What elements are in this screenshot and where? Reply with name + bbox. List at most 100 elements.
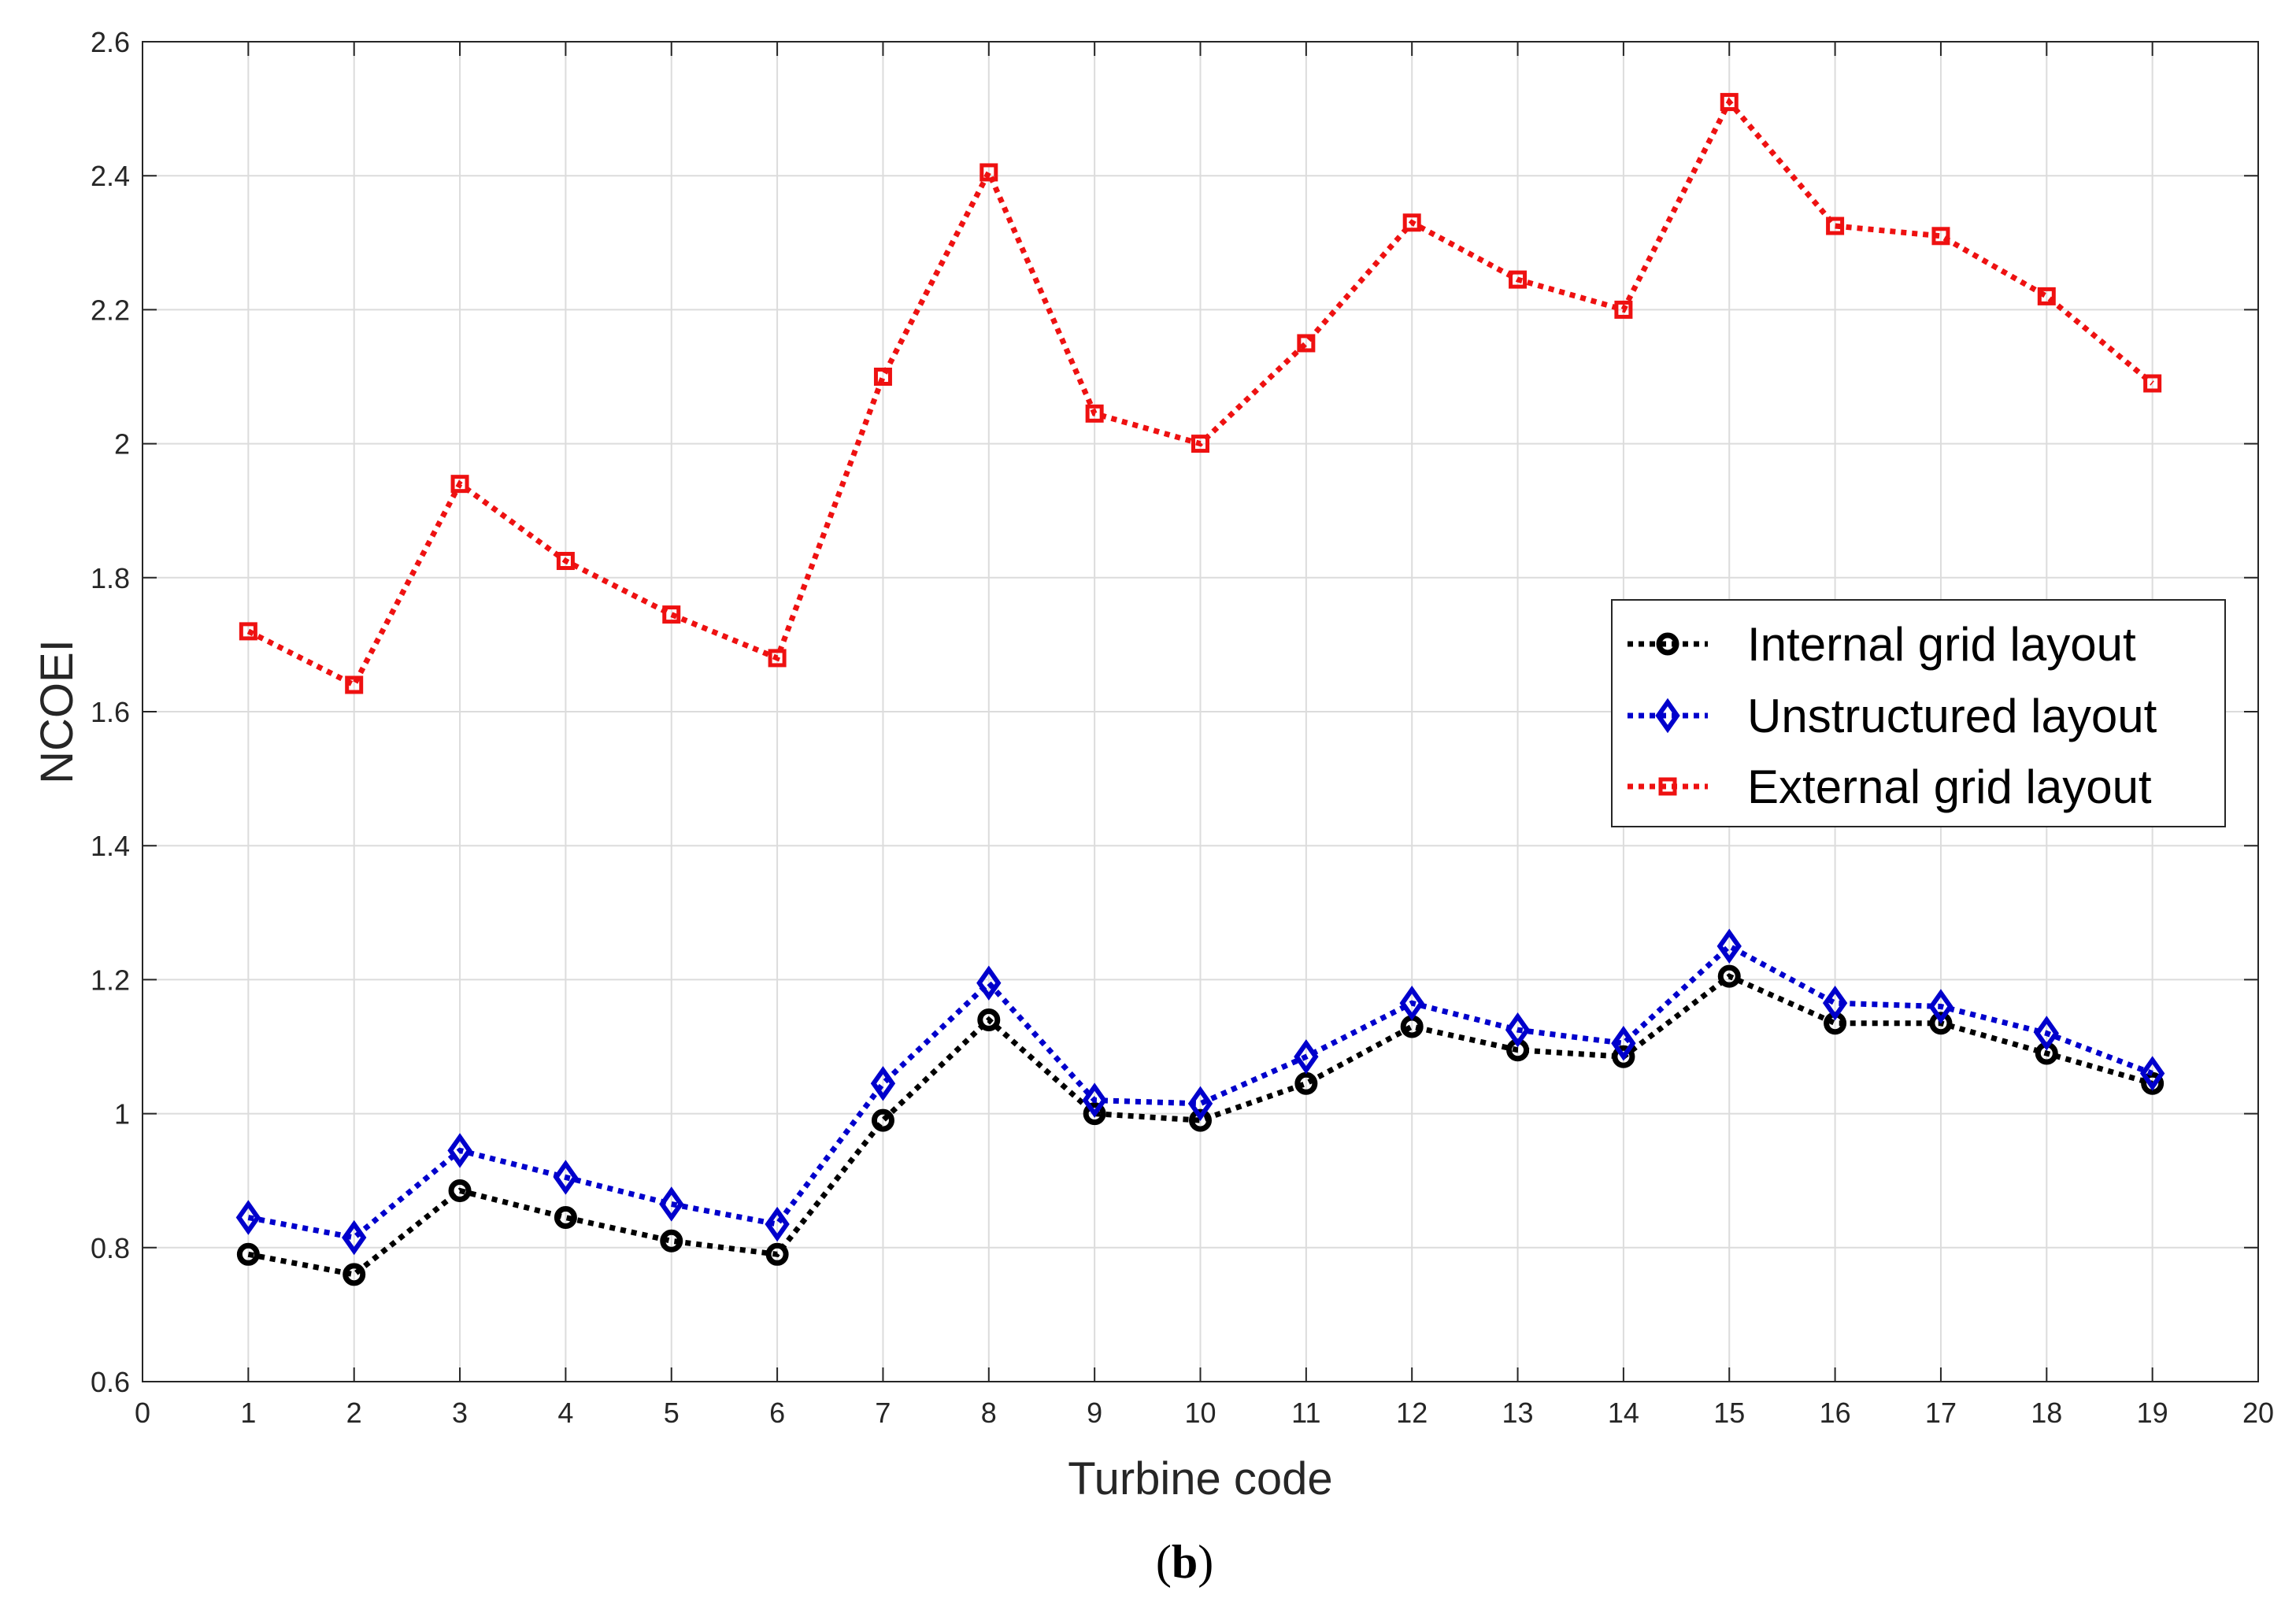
y-tick-label: 0.6 — [91, 1366, 130, 1398]
data-point — [1505, 1012, 1531, 1048]
data-point — [1399, 985, 1424, 1021]
y-tick-label: 0.8 — [91, 1232, 130, 1264]
axis-ticks: 0 1 2 3 4 5 6 7 8 9 10 11 12 13 14 15 16 17 18 19 200.60.811… — [91, 26, 2274, 1429]
legend-box — [1611, 599, 2226, 827]
y-axis-title: NCOEI — [31, 639, 83, 784]
data-point — [1929, 1012, 1953, 1035]
legend-marker — [1658, 777, 1677, 796]
data-point — [1191, 435, 1209, 453]
y-tick-label: 2 — [114, 428, 130, 461]
data-point — [1720, 93, 1739, 112]
data-point — [448, 1179, 472, 1202]
legend-item: External grid layout — [1628, 760, 2152, 813]
data-point — [2034, 1016, 2059, 1051]
legend: Internal grid layout Unstructured layout E… — [1611, 599, 2226, 827]
x-tick-label: 15 — [1713, 1397, 1745, 1429]
x-tick-label: 4 — [557, 1397, 573, 1429]
x-tick-label: 14 — [1608, 1397, 1639, 1429]
x-tick-label: 12 — [1396, 1397, 1428, 1429]
data-point — [342, 1219, 367, 1256]
data-point — [1717, 964, 1741, 988]
data-point — [1928, 989, 1953, 1024]
caption-letter: b — [1172, 1536, 1198, 1588]
legend-item: Internal grid layout — [1628, 618, 2136, 671]
x-axis-title: Turbine code — [1068, 1453, 1332, 1504]
y-tick-label: 2.6 — [91, 26, 130, 58]
legend-item: Unstructured layout — [1628, 690, 2157, 742]
legend-label: External grid layout — [1747, 760, 2152, 813]
data-point — [236, 1242, 260, 1266]
data-point — [1082, 1082, 1107, 1118]
x-tick-label: 10 — [1184, 1397, 1216, 1429]
x-tick-label: 19 — [2137, 1397, 2168, 1429]
x-tick-label: 13 — [1502, 1397, 1534, 1429]
data-point — [660, 1229, 683, 1253]
y-tick-label: 1.2 — [91, 964, 130, 996]
data-point — [1402, 213, 1421, 232]
series-line — [246, 97, 2154, 689]
data-point — [1294, 1071, 1318, 1095]
data-point — [2143, 374, 2162, 393]
legend-label: Unstructured layout — [1747, 690, 2157, 742]
data-point — [450, 475, 469, 494]
series-diamond — [235, 928, 2165, 1256]
data-point — [768, 649, 787, 668]
data-point — [1611, 1026, 1636, 1061]
legend-label: Internal grid layout — [1747, 618, 2136, 671]
x-tick-label: 18 — [2031, 1397, 2062, 1429]
data-point — [1826, 216, 1845, 235]
data-point — [2037, 287, 2056, 305]
data-point — [871, 1108, 894, 1132]
data-point — [765, 1206, 790, 1242]
x-tick-label: 11 — [1291, 1397, 1320, 1429]
data-point — [2139, 1056, 2165, 1091]
data-point — [2141, 1071, 2165, 1095]
x-tick-label: 20 — [2242, 1397, 2274, 1429]
data-point — [556, 552, 575, 571]
legend-marker — [1655, 698, 1680, 734]
series-group — [235, 93, 2165, 1286]
y-tick-label: 1.6 — [91, 696, 130, 728]
data-point — [554, 1206, 577, 1230]
caption-close-paren: ) — [1198, 1536, 1213, 1588]
data-point — [1716, 928, 1742, 964]
data-point — [873, 368, 892, 386]
x-tick-label: 17 — [1925, 1397, 1957, 1429]
y-tick-label: 1.8 — [91, 562, 130, 594]
data-point — [1085, 404, 1104, 423]
data-point — [1931, 227, 1950, 246]
data-point — [977, 1008, 1001, 1031]
data-point — [1294, 1039, 1319, 1075]
caption-open-paren: ( — [1156, 1536, 1172, 1588]
data-point — [239, 622, 257, 641]
data-point — [1189, 1108, 1212, 1132]
x-tick-label: 1 — [240, 1397, 256, 1429]
x-tick-label: 3 — [452, 1397, 468, 1429]
data-point — [345, 675, 364, 694]
x-tick-label: 6 — [769, 1397, 785, 1429]
data-point — [1614, 300, 1633, 319]
data-point — [1822, 985, 1848, 1021]
x-tick-label: 0 — [135, 1397, 150, 1429]
data-point — [1612, 1045, 1635, 1068]
data-point — [870, 1066, 896, 1101]
data-point — [1509, 270, 1528, 289]
y-tick-label: 2.2 — [91, 294, 130, 326]
data-point — [553, 1160, 579, 1195]
data-point — [447, 1133, 472, 1168]
data-point — [659, 1186, 684, 1222]
legend-items: Internal grid layout Unstructured layout E… — [1628, 618, 2157, 813]
legend-marker — [1656, 632, 1679, 656]
data-point — [235, 1200, 261, 1235]
figure-caption: (b) — [1156, 1536, 1213, 1588]
x-tick-label: 2 — [346, 1397, 362, 1429]
data-point — [765, 1242, 789, 1266]
data-point — [1187, 1086, 1213, 1122]
x-tick-label: 9 — [1087, 1397, 1102, 1429]
x-tick-label: 16 — [1820, 1397, 1851, 1429]
data-point — [1083, 1102, 1106, 1126]
series-square — [239, 93, 2162, 694]
data-point — [1297, 334, 1316, 353]
data-point — [662, 605, 681, 624]
